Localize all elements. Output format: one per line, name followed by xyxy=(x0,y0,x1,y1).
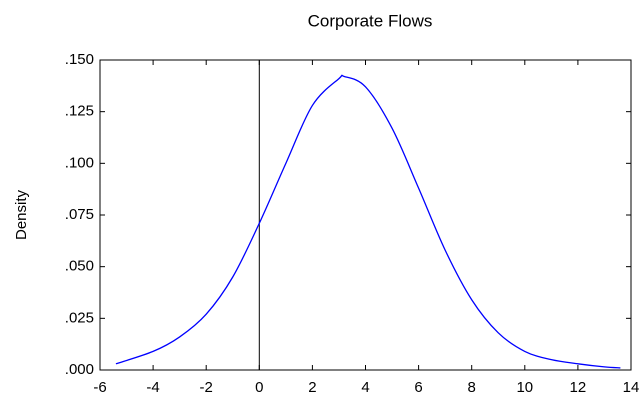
x-tick-label: 2 xyxy=(308,379,316,396)
y-tick-label: .150 xyxy=(65,51,94,68)
x-tick-label: 0 xyxy=(255,379,263,396)
chart-title: Corporate Flows xyxy=(308,11,433,30)
density-line xyxy=(115,74,621,369)
x-tick-label: 10 xyxy=(516,379,533,396)
y-tick-label: .075 xyxy=(65,206,94,223)
y-tick-label: .050 xyxy=(65,258,94,275)
x-tick-label: 4 xyxy=(361,379,369,396)
y-tick-label: .100 xyxy=(65,154,94,171)
x-tick-label: -2 xyxy=(200,379,213,396)
plot-frame xyxy=(99,59,632,371)
x-tick-label: 8 xyxy=(468,379,476,396)
y-axis-label: Density xyxy=(13,189,30,240)
x-tick-label: 12 xyxy=(570,379,587,396)
y-tick-label: .125 xyxy=(65,103,94,120)
y-tick-label: .000 xyxy=(65,361,94,378)
x-tick-label: -4 xyxy=(146,379,159,396)
x-tick-label: 6 xyxy=(414,379,422,396)
x-tick-label: 14 xyxy=(623,379,640,396)
x-tick-label: -6 xyxy=(93,379,106,396)
y-tick-label: .025 xyxy=(65,309,94,326)
